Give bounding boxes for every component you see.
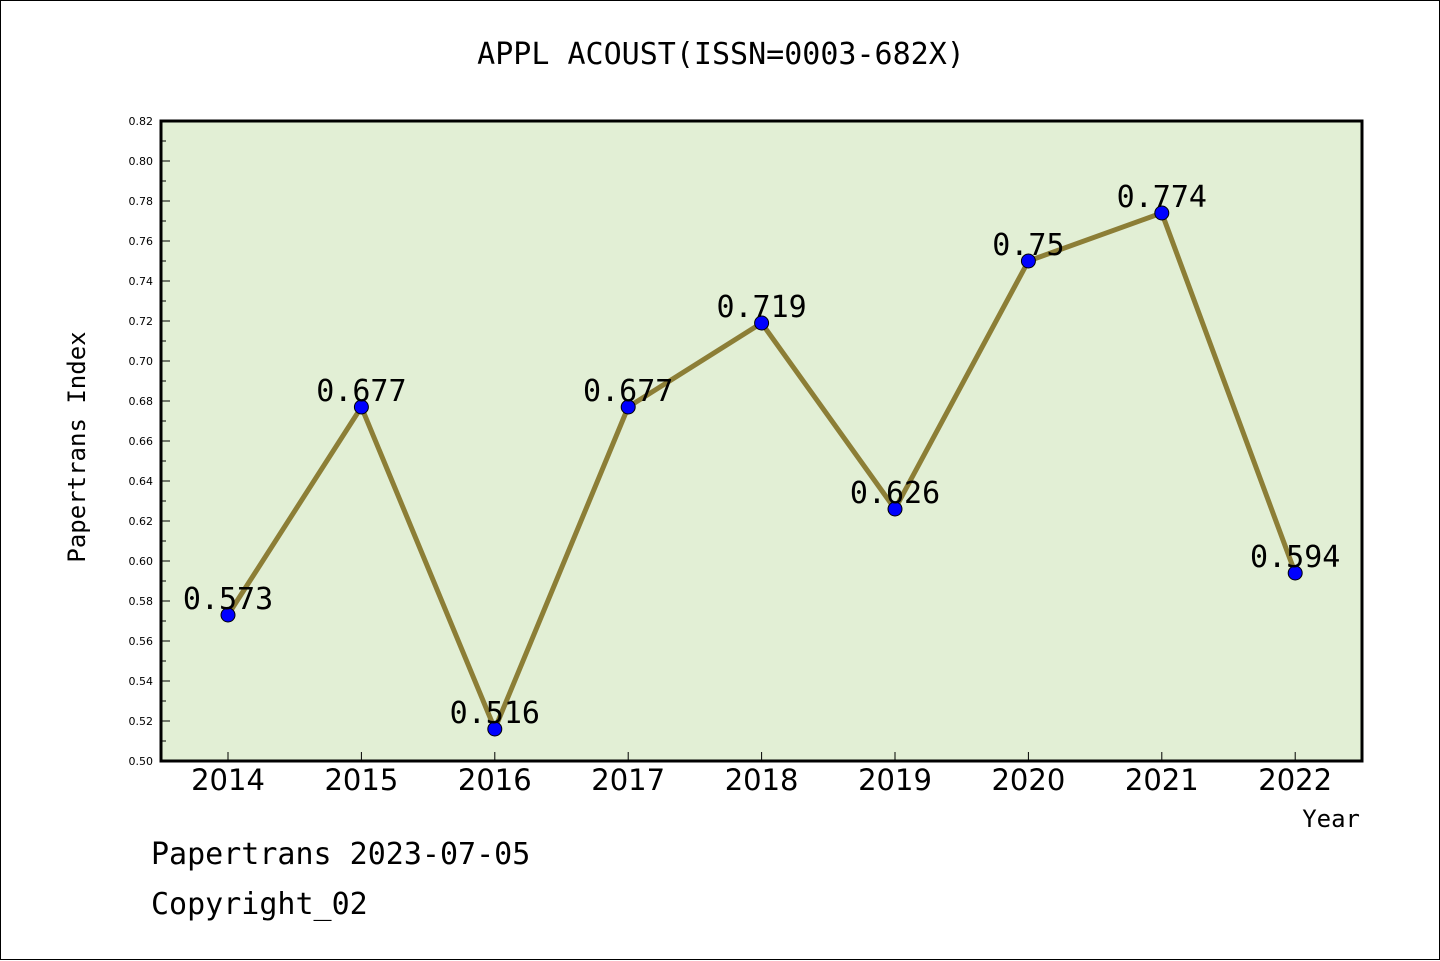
- y-tick-label: 0.68: [129, 395, 154, 408]
- data-point: [353, 399, 369, 415]
- data-point: [1154, 205, 1170, 221]
- y-tick-label: 0.70: [129, 355, 154, 368]
- y-tick-label: 0.76: [129, 235, 154, 248]
- footer-copyright: Copyright_02: [151, 887, 368, 922]
- data-label: 0.626: [850, 476, 940, 511]
- plot-area: [161, 121, 1362, 761]
- y-tick-label: 0.60: [129, 555, 154, 568]
- y-tick-label: 0.54: [129, 675, 154, 688]
- data-point: [887, 501, 903, 517]
- y-tick-label: 0.74: [129, 275, 154, 288]
- y-tick-label: 0.58: [129, 595, 154, 608]
- x-tick-label: 2017: [591, 763, 665, 797]
- chart-title: APPL ACOUST(ISSN=0003-682X): [477, 37, 965, 72]
- data-label: 0.719: [716, 290, 806, 325]
- data-label: 0.774: [1117, 180, 1207, 215]
- x-tick-label: 2019: [858, 763, 932, 797]
- x-tick-label: 2015: [324, 763, 398, 797]
- data-label: 0.594: [1250, 540, 1340, 575]
- y-tick-label: 0.50: [129, 755, 154, 768]
- x-tick-label: 2020: [991, 763, 1065, 797]
- x-tick-label: 2022: [1258, 763, 1332, 797]
- data-point: [620, 399, 636, 415]
- data-point: [1287, 565, 1303, 581]
- footer-date: Papertrans 2023-07-05: [151, 837, 531, 872]
- data-point: [220, 607, 236, 623]
- data-label: 0.75: [992, 228, 1064, 263]
- y-tick-label: 0.66: [129, 435, 154, 448]
- data-label: 0.516: [450, 696, 540, 731]
- y-tick-label: 0.80: [129, 155, 154, 168]
- x-tick-label: 2014: [191, 763, 265, 797]
- y-axis-label: Papertrans Index: [63, 331, 91, 562]
- data-label: 0.677: [316, 374, 406, 409]
- y-tick-label: 0.56: [129, 635, 154, 648]
- data-label: 0.677: [583, 374, 673, 409]
- data-label: 0.573: [183, 582, 273, 617]
- x-tick-label: 2018: [725, 763, 799, 797]
- y-tick-label: 0.72: [129, 315, 154, 328]
- x-tick-label: 2021: [1125, 763, 1199, 797]
- x-axis-label: Year: [1302, 805, 1360, 833]
- data-point: [487, 721, 503, 737]
- plot-frame: [159, 119, 1364, 763]
- y-tick-label: 0.78: [129, 195, 154, 208]
- y-tick-label: 0.62: [129, 515, 154, 528]
- data-point: [1020, 253, 1036, 269]
- x-tick-label: 2016: [458, 763, 532, 797]
- y-tick-label: 0.64: [129, 475, 154, 488]
- y-tick-label: 0.52: [129, 715, 154, 728]
- y-tick-label: 0.82: [129, 115, 154, 128]
- data-point: [754, 315, 770, 331]
